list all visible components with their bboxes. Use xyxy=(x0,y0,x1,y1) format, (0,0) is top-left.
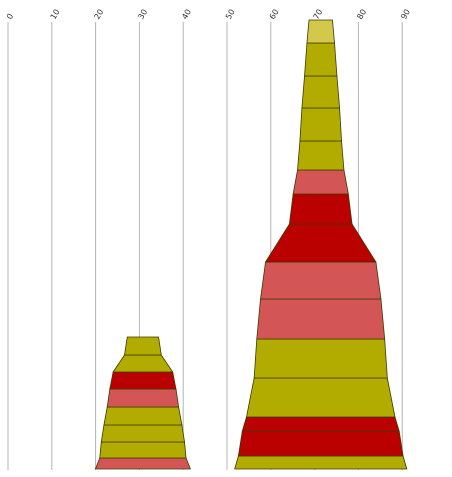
funnel-2-segment xyxy=(253,338,388,379)
x-tick-label: 0 xyxy=(5,12,15,21)
funnel-1-segment xyxy=(103,406,183,426)
x-tick-label: 10 xyxy=(49,8,62,21)
funnel-2-segment xyxy=(264,223,377,263)
funnel-2-segment xyxy=(301,75,341,109)
x-tick-label: 70 xyxy=(312,8,325,21)
funnel-2-segment xyxy=(299,107,342,142)
funnel-2-segment xyxy=(260,261,382,300)
x-tick-label: 20 xyxy=(93,8,106,21)
x-tick-label: 50 xyxy=(224,8,237,21)
x-tick-label: 30 xyxy=(136,8,149,21)
funnel-2-segment xyxy=(241,416,400,432)
funnel-1-segment xyxy=(106,388,180,408)
x-axis-tick-labels: 0 10 20 30 40 50 60 70 80 90 xyxy=(5,8,412,21)
funnel-2-segment xyxy=(237,430,404,457)
funnel-1-segment xyxy=(94,457,192,470)
funnel-2-segment xyxy=(292,169,349,195)
funnel-2-segment xyxy=(297,140,345,171)
funnel-1-segment xyxy=(124,336,162,356)
funnel-2-segment xyxy=(234,455,408,470)
funnel-1-segment xyxy=(109,371,177,390)
x-tick-label: 60 xyxy=(268,8,281,21)
x-tick-label: 80 xyxy=(355,8,368,21)
funnel-2-segment xyxy=(288,193,353,225)
x-tick-label: 40 xyxy=(180,8,193,21)
funnel-1-segment xyxy=(112,354,174,373)
funnel-2-segment xyxy=(256,298,386,340)
funnel-2 xyxy=(234,19,408,470)
funnel-1-segment xyxy=(99,441,187,459)
x-tick-label: 90 xyxy=(399,8,412,21)
funnel-1 xyxy=(94,336,192,470)
funnel-1-segment xyxy=(100,424,185,443)
funnel-2-segment xyxy=(246,377,396,418)
funnel-layer xyxy=(94,19,408,470)
funnel-2-segment xyxy=(306,19,335,44)
funnel-2-segment xyxy=(304,42,338,77)
